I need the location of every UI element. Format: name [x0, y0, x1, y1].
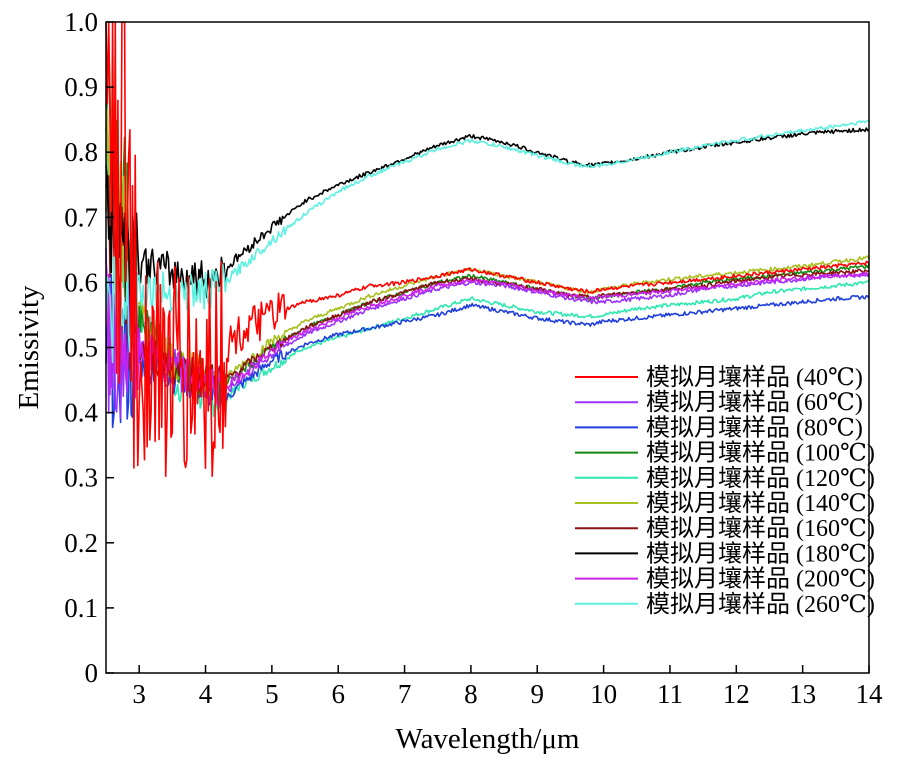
x-tick-label: 9 [531, 679, 545, 709]
y-tick-label: 0.6 [64, 267, 98, 297]
x-tick-label: 4 [199, 679, 213, 709]
series-line [105, 119, 870, 364]
series-line [105, 273, 870, 429]
x-tick-label: 6 [331, 679, 345, 709]
x-tick-label: 13 [789, 679, 816, 709]
y-tick-label: 0.8 [64, 137, 98, 167]
legend-label: 模拟月壤样品 (80℃) [646, 414, 863, 441]
series-line [105, 127, 870, 333]
series-lines [105, 21, 870, 478]
series-line [105, 21, 870, 478]
legend-label: 模拟月壤样品 (120℃) [646, 465, 875, 492]
x-tick-label: 3 [132, 679, 146, 709]
legend-label: 模拟月壤样品 (40℃) [646, 364, 863, 391]
y-axis-title: Emissivity [13, 285, 45, 410]
legend-label: 模拟月壤样品 (140℃) [646, 490, 875, 517]
x-axis: 3 4 5 6 7 8 9 10 11 12 13 14 [132, 665, 883, 709]
x-tick-label: 7 [398, 679, 412, 709]
x-axis-title: Wavelength/μm [396, 723, 580, 755]
series-line [105, 248, 870, 405]
y-tick-label: 0.4 [64, 398, 98, 428]
legend-label: 模拟月壤样品 (160℃) [646, 515, 875, 542]
y-tick-label: 0.1 [64, 593, 98, 623]
series-line [105, 114, 870, 420]
y-tick-label: 0.7 [64, 202, 98, 232]
x-tick-label: 14 [856, 679, 884, 709]
y-tick-label: 0.5 [64, 333, 98, 363]
x-tick-label: 8 [464, 679, 478, 709]
x-tick-label: 5 [265, 679, 279, 709]
y-axis: 0 0.1 0.2 0.3 0.4 0.5 0.6 0.7 0.8 0.9 1.0 [64, 7, 114, 688]
legend-label: 模拟月壤样品 (180℃) [646, 540, 875, 567]
y-tick-label: 0 [85, 658, 99, 688]
legend: 模拟月壤样品 (40℃)模拟月壤样品 (60℃)模拟月壤样品 (80℃)模拟月壤… [575, 364, 875, 618]
legend-label: 模拟月壤样品 (60℃) [646, 389, 863, 416]
y-tick-label: 0.2 [64, 528, 98, 558]
y-tick-label: 1.0 [64, 7, 98, 37]
legend-label: 模拟月壤样品 (100℃) [646, 440, 875, 467]
legend-label: 模拟月壤样品 (200℃) [646, 566, 875, 593]
y-tick-label: 0.9 [64, 72, 98, 102]
y-tick-label: 0.3 [64, 463, 98, 493]
x-tick-label: 10 [590, 679, 617, 709]
x-tick-label: 11 [657, 679, 683, 709]
legend-label: 模拟月壤样品 (260℃) [646, 591, 875, 618]
x-tick-label: 12 [723, 679, 750, 709]
